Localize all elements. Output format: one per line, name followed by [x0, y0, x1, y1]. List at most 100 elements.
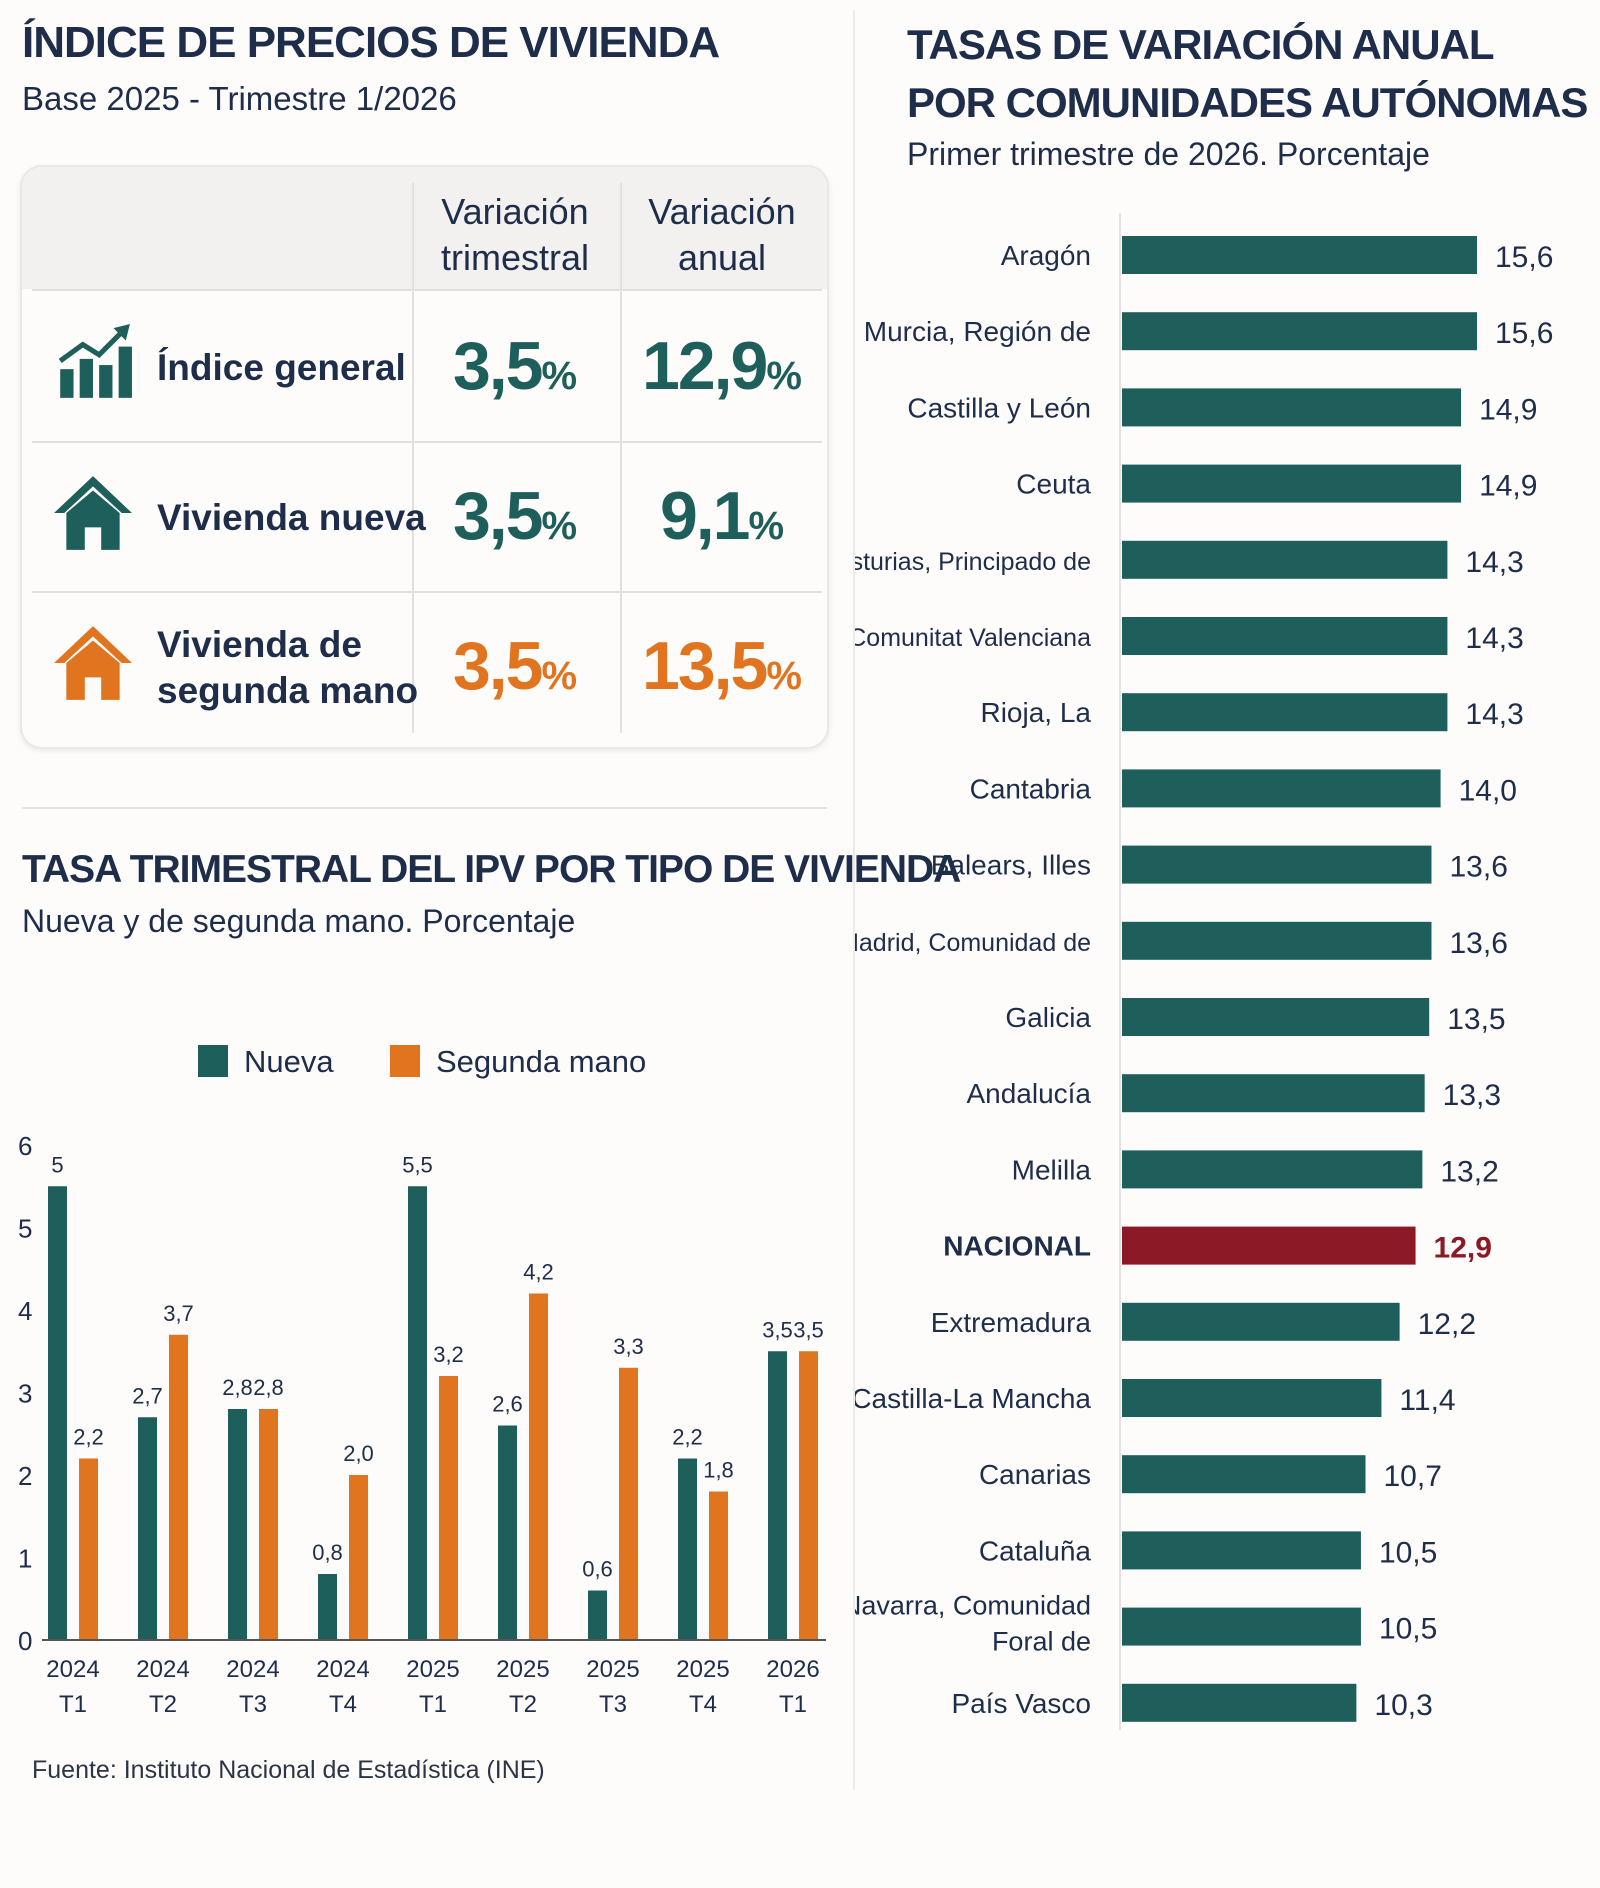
bar-region	[1122, 1379, 1382, 1417]
bar-nueva	[588, 1590, 607, 1640]
category-label: Asturias, Principado de	[855, 548, 1091, 576]
data-label: 14,0	[1459, 774, 1517, 807]
bar-nueva	[678, 1458, 697, 1640]
category-label: Galicia	[1005, 1002, 1091, 1033]
bar-segunda-mano	[79, 1458, 98, 1640]
y-tick-label: 4	[18, 1296, 32, 1326]
x-tick-label: T1	[419, 1691, 447, 1718]
category-label: Andalucía	[966, 1078, 1091, 1109]
value-unit: %	[748, 504, 785, 548]
value-annual-vivienda-nueva: 9,1%	[622, 477, 822, 555]
data-label: 14,3	[1465, 698, 1523, 731]
category-label: País Vasco	[951, 1688, 1091, 1719]
bar-segunda-mano	[169, 1334, 188, 1640]
data-label: 13,5	[1447, 1003, 1505, 1036]
data-label: 0,6	[582, 1557, 613, 1582]
data-label: 3,5	[762, 1317, 793, 1342]
value-unit: %	[541, 504, 578, 548]
bar-region	[1122, 1683, 1357, 1722]
y-tick-label: 1	[18, 1544, 32, 1574]
x-tick-label: T2	[509, 1691, 537, 1718]
y-tick-label: 0	[18, 1626, 32, 1656]
category-label: Ceuta	[1016, 469, 1091, 500]
bar-segunda-mano	[619, 1367, 638, 1640]
data-label: 10,5	[1379, 1536, 1437, 1569]
value-number: 12,9	[642, 328, 768, 404]
category-label: Cantabria	[970, 773, 1092, 804]
data-label: 13,6	[1449, 851, 1507, 884]
data-label: 12,9	[1434, 1232, 1492, 1265]
data-label: 13,3	[1443, 1079, 1501, 1112]
summary-table-header-band	[22, 167, 827, 289]
legend-label: Segunda mano	[436, 1044, 646, 1079]
data-label: 15,6	[1495, 317, 1553, 350]
bar-nueva	[228, 1409, 247, 1640]
bar-region	[1122, 769, 1441, 808]
category-label: Canarias	[979, 1459, 1091, 1490]
x-tick-label: T2	[149, 1691, 177, 1718]
data-label: 15,6	[1495, 241, 1553, 274]
y-tick-label: 3	[18, 1379, 32, 1409]
data-label: 2,6	[492, 1392, 523, 1417]
section-divider	[22, 807, 827, 809]
bar-segunda-mano	[439, 1376, 458, 1640]
category-label: Castilla-La Mancha	[855, 1383, 1091, 1414]
data-label: 10,5	[1379, 1613, 1437, 1646]
data-label: 3,7	[163, 1301, 194, 1326]
data-label: 14,9	[1479, 393, 1537, 426]
data-label: 0,8	[312, 1540, 343, 1565]
x-tick-label: T3	[599, 1691, 627, 1718]
data-label: 2,7	[132, 1383, 163, 1408]
row-separator	[32, 591, 822, 593]
x-tick-label: 2024	[226, 1656, 279, 1683]
page-title: ÍNDICE DE PRECIOS DE VIVIENDA	[22, 18, 720, 67]
row-label-line: Vivienda nueva	[157, 497, 426, 538]
x-tick-label: 2025	[676, 1656, 729, 1683]
row-label-vivienda-segunda-mano: Vivienda de segunda mano	[157, 622, 418, 714]
y-tick-label: 2	[18, 1461, 32, 1491]
x-tick-label: T4	[689, 1691, 717, 1718]
category-label: Extremadura	[931, 1307, 1092, 1338]
column-separator	[620, 183, 622, 733]
column-header-quarterly: Variación trimestral	[415, 189, 615, 281]
column-header-annual: Variación anual	[622, 189, 822, 281]
value-number: 3,5	[452, 628, 544, 704]
data-label: 14,3	[1465, 546, 1523, 579]
value-unit: %	[541, 654, 578, 698]
house-icon	[54, 626, 132, 700]
data-label: 5,5	[402, 1152, 433, 1177]
y-tick-label: 6	[18, 1131, 32, 1161]
chart2-title: TASAS DE VARIACIÓN ANUAL POR COMUNIDADES…	[907, 16, 1588, 132]
category-label: Madrid, Comunidad de	[855, 929, 1091, 957]
data-label: 2,2	[73, 1425, 104, 1450]
bar-region	[1122, 388, 1462, 427]
chart2-title-line: POR COMUNIDADES AUTÓNOMAS	[907, 79, 1588, 126]
bar-region	[1122, 617, 1448, 655]
bar-region	[1122, 1074, 1425, 1113]
data-label: 10,7	[1383, 1460, 1441, 1493]
x-tick-label: 2025	[586, 1656, 639, 1683]
row-separator	[32, 289, 822, 291]
bar-chart-growth-icon	[58, 324, 132, 398]
bar-segunda-mano	[709, 1491, 728, 1640]
bar-region	[1122, 464, 1462, 503]
value-unit: %	[541, 354, 578, 398]
data-label: 3,3	[613, 1334, 644, 1359]
row-label-indice-general: Índice general	[157, 345, 406, 391]
page-subtitle: Base 2025 - Trimestre 1/2026	[22, 80, 457, 117]
bar-nueva	[408, 1186, 427, 1640]
bar-segunda-mano	[529, 1293, 548, 1640]
bar-region	[1122, 693, 1448, 732]
column-header-line: anual	[677, 237, 767, 278]
legend-swatch	[198, 1045, 228, 1077]
value-number: 13,5	[642, 628, 768, 704]
data-label: 2,8	[253, 1375, 284, 1400]
bar-nueva	[138, 1417, 157, 1640]
regional-bar-chart: 15,6 Aragón 15,6 Murcia, Región de 14,9 Casti…	[855, 213, 1553, 1730]
column-header-line: Variación	[648, 191, 796, 232]
value-annual-vivienda-segunda-mano: 13,5%	[622, 627, 822, 705]
category-label: Comunitat Valenciana	[855, 624, 1091, 652]
data-label: 14,3	[1465, 622, 1523, 655]
bar-nueva	[498, 1425, 517, 1640]
row-label-line: segunda mano	[157, 670, 419, 711]
